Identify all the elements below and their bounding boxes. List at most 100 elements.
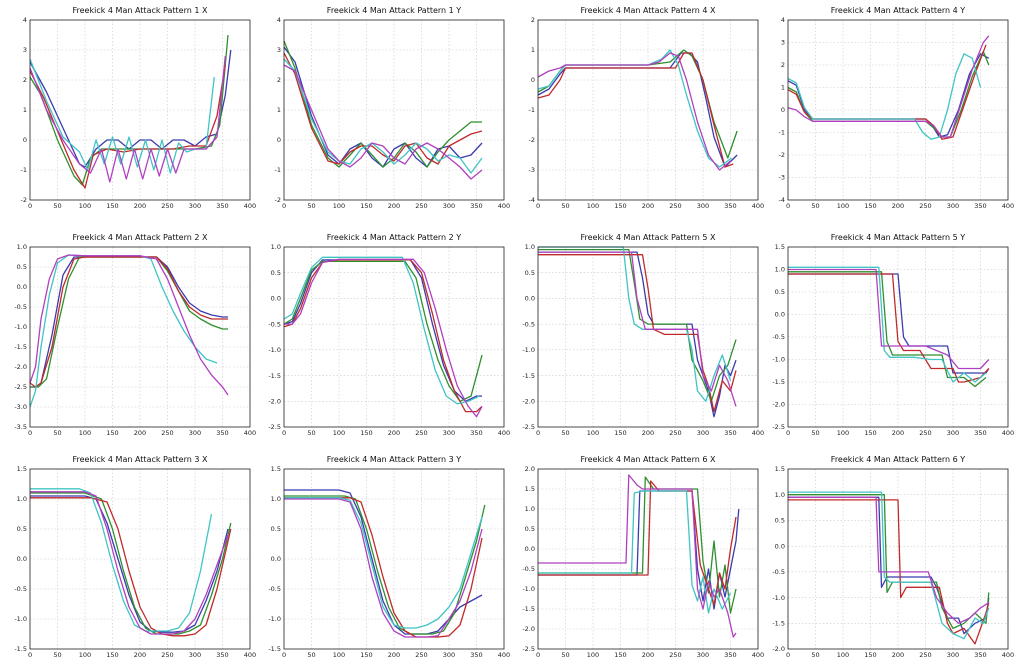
series-line bbox=[284, 497, 483, 638]
x-tick-label: 250 bbox=[669, 429, 681, 437]
series-line bbox=[538, 474, 737, 638]
x-tick-label: 350 bbox=[724, 651, 736, 659]
x-tick-label: 100 bbox=[333, 429, 345, 437]
y-tick-label: 1 bbox=[277, 106, 281, 114]
x-tick-label: 350 bbox=[216, 202, 228, 210]
series-line bbox=[787, 35, 990, 138]
x-tick-label: 350 bbox=[724, 429, 736, 437]
series-line bbox=[538, 254, 737, 413]
series-line bbox=[788, 268, 990, 370]
plot-area: 0 50 100 150 200 250 300 350 400 -1.5 -1.0 -0.5 0.0 0… bbox=[14, 465, 256, 659]
y-tick-label: -2.0 bbox=[522, 397, 535, 405]
series-line bbox=[284, 489, 483, 635]
plot-frame bbox=[787, 468, 1009, 650]
x-tick-label: 300 bbox=[697, 202, 709, 210]
series-line bbox=[788, 266, 987, 383]
series-line bbox=[788, 271, 987, 388]
y-tick-label: 3 bbox=[277, 46, 281, 54]
chart-title: Freekick 4 Man Attack Pattern 6 Y bbox=[830, 455, 966, 464]
x-tick-label: 250 bbox=[161, 429, 173, 437]
chart-panel: Freekick 4 Man Attack Pattern 4 X 0 50 100 1… bbox=[529, 6, 765, 214]
y-tick-label: -1.5 bbox=[522, 605, 535, 613]
chart-title: Freekick 4 Man Attack Pattern 2 X bbox=[72, 233, 208, 242]
series-line bbox=[29, 254, 229, 396]
y-tick-label: -2.5 bbox=[522, 423, 535, 431]
y-tick-label: -4 bbox=[779, 196, 785, 204]
plot-frame bbox=[29, 468, 251, 650]
y-tick-label: 4 bbox=[277, 16, 281, 24]
y-tick-label: 4 bbox=[23, 16, 27, 24]
y-tick-label: -1 bbox=[529, 106, 535, 114]
plot-area: 0 50 100 150 200 250 300 350 400 -1.5 -1.0 -0.5 0.0 0… bbox=[268, 465, 510, 659]
x-tick-label: 100 bbox=[79, 202, 91, 210]
y-tick-label: 2 bbox=[531, 16, 535, 24]
x-tick-label: 0 bbox=[28, 202, 32, 210]
y-tick-label: -1.0 bbox=[14, 323, 27, 331]
x-tick-label: 100 bbox=[587, 429, 599, 437]
series-line bbox=[537, 52, 734, 168]
y-tick-label: 0.5 bbox=[775, 288, 785, 296]
series-line bbox=[788, 496, 990, 635]
series-line bbox=[538, 476, 737, 614]
y-tick-label: 0.0 bbox=[17, 555, 27, 563]
y-tick-label: -2 bbox=[21, 196, 27, 204]
y-tick-label: -1.0 bbox=[268, 346, 281, 354]
y-tick-label: 0.5 bbox=[17, 263, 27, 271]
series-line bbox=[538, 251, 737, 418]
y-tick-label: 1.0 bbox=[17, 495, 27, 503]
x-tick-label: 150 bbox=[360, 202, 372, 210]
y-tick-label: -1.5 bbox=[268, 372, 281, 380]
y-tick-label: 0 bbox=[277, 136, 281, 144]
y-tick-label: -1.5 bbox=[268, 645, 281, 653]
x-tick-label: 300 bbox=[947, 202, 959, 210]
series-line bbox=[284, 497, 483, 629]
y-tick-label: -1 bbox=[21, 166, 27, 174]
chart-title: Freekick 4 Man Attack Pattern 4 X bbox=[580, 6, 716, 15]
y-tick-label: -0.5 bbox=[14, 303, 27, 311]
x-tick-label: 50 bbox=[53, 429, 61, 437]
y-tick-label: 1.0 bbox=[775, 491, 785, 499]
y-tick-label: 0.5 bbox=[271, 269, 281, 277]
series-line bbox=[788, 494, 990, 630]
y-tick-label: 1.0 bbox=[525, 505, 535, 513]
y-tick-label: 2 bbox=[277, 76, 281, 84]
y-tick-label: 0.0 bbox=[271, 555, 281, 563]
x-tick-label: 50 bbox=[53, 202, 61, 210]
x-tick-label: 350 bbox=[470, 651, 482, 659]
x-tick-label: 200 bbox=[388, 651, 400, 659]
y-tick-label: -2 bbox=[275, 196, 281, 204]
x-tick-label: 50 bbox=[811, 429, 819, 437]
x-tick-label: 50 bbox=[811, 202, 819, 210]
series-line bbox=[538, 490, 732, 614]
series-line bbox=[787, 50, 990, 138]
x-tick-label: 100 bbox=[79, 429, 91, 437]
y-tick-label: -1.0 bbox=[772, 594, 785, 602]
x-tick-label: 150 bbox=[614, 202, 626, 210]
chart-title: Freekick 4 Man Attack Pattern 1 X bbox=[72, 6, 208, 15]
y-tick-label: -1.5 bbox=[772, 619, 785, 627]
x-tick-label: 50 bbox=[307, 429, 315, 437]
x-tick-label: 350 bbox=[216, 429, 228, 437]
y-tick-label: 0.5 bbox=[525, 269, 535, 277]
plot-frame bbox=[537, 19, 759, 201]
x-tick-label: 50 bbox=[561, 429, 569, 437]
x-tick-label: 150 bbox=[106, 651, 118, 659]
x-tick-label: 400 bbox=[244, 202, 256, 210]
x-tick-label: 350 bbox=[724, 202, 736, 210]
y-tick-label: 0 bbox=[23, 136, 27, 144]
x-tick-label: 200 bbox=[892, 429, 904, 437]
chart-panel: Freekick 4 Man Attack Pattern 6 X 0 50 100 1… bbox=[522, 455, 764, 663]
y-tick-label: -2.0 bbox=[522, 625, 535, 633]
y-tick-label: 2 bbox=[781, 61, 785, 69]
y-tick-label: -1.0 bbox=[522, 346, 535, 354]
y-tick-label: 0.0 bbox=[525, 295, 535, 303]
series-line bbox=[538, 480, 737, 606]
y-tick-label: 0.0 bbox=[17, 283, 27, 291]
plot-area: 0 50 100 150 200 250 300 350 400 -2 -1 0 1 2 3 4 bbox=[275, 16, 511, 210]
x-tick-label: 200 bbox=[388, 429, 400, 437]
y-tick-label: -2.0 bbox=[14, 363, 27, 371]
series-line bbox=[30, 256, 228, 388]
chart-panel: Freekick 4 Man Attack Pattern 1 X 0 50 100 1… bbox=[21, 6, 257, 214]
plot-frame bbox=[787, 246, 1009, 428]
x-tick-label: 50 bbox=[561, 651, 569, 659]
